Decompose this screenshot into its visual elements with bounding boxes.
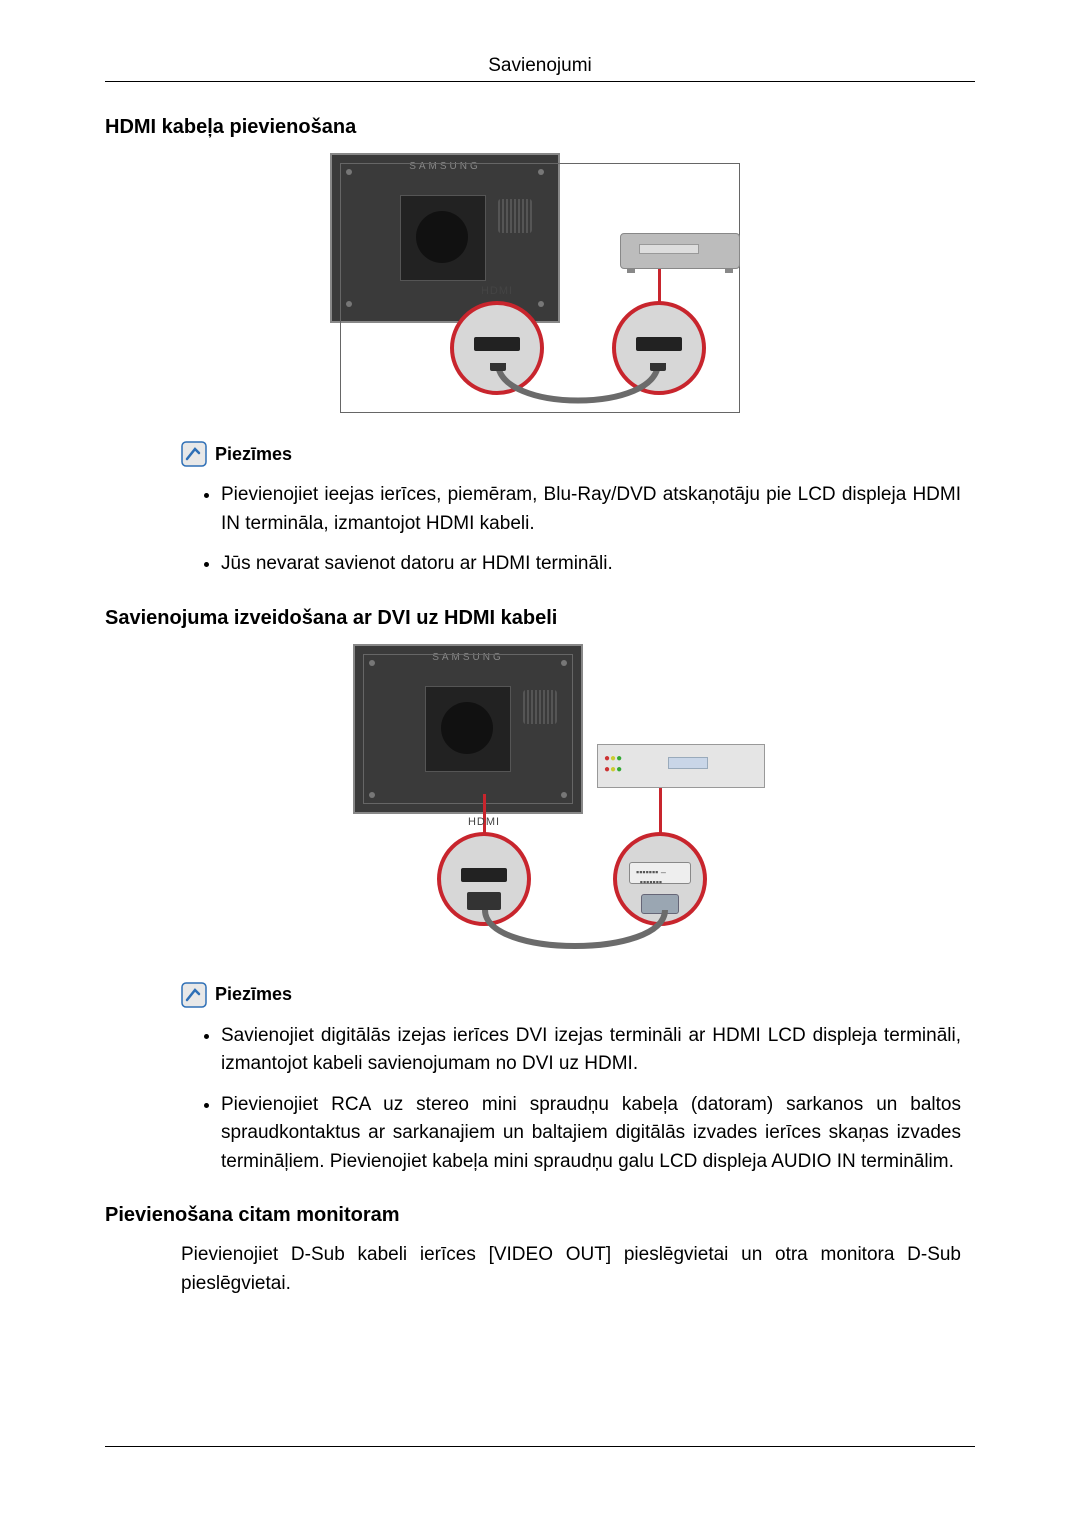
screw-icon: [346, 301, 352, 307]
screw-icon: [538, 169, 544, 175]
dvd-player: [620, 233, 740, 269]
hdmi-plug: [467, 892, 501, 910]
notes-heading: Piezīmes: [181, 982, 975, 1008]
callout-line: [483, 794, 486, 834]
screw-icon: [561, 660, 567, 666]
document-page: Savienojumi HDMI kabeļa pievienošana SAM…: [0, 0, 1080, 1527]
list-item: Pievienojiet RCA uz stereo mini spraudņu…: [221, 1091, 961, 1177]
speaker-grille: [498, 199, 532, 233]
hdmi-cable: [488, 363, 668, 423]
screw-icon: [538, 301, 544, 307]
section2-heading: Savienojuma izveidošana ar DVI uz HDMI k…: [105, 607, 975, 630]
header-rule: [105, 81, 975, 82]
list-item: Savienojiet digitālās izejas ierīces DVI…: [221, 1022, 961, 1079]
section3-paragraph: Pievienojiet D-Sub kabeli ierīces [VIDEO…: [181, 1241, 961, 1298]
note-icon: [181, 982, 207, 1008]
list-item: Pievienojiet ieejas ierīces, piemēram, B…: [221, 481, 961, 538]
figure-dvi-hdmi: SAMSUNG ●●● ●●● HDMI: [105, 644, 975, 964]
figure-hdmi: SAMSUNG HDMI: [105, 153, 975, 423]
notes-heading: Piezīmes: [181, 441, 975, 467]
speaker-grille: [523, 690, 557, 724]
dvi-pins-icon: ▪▪▪▪▪▪▪ –▪▪▪▪▪▪▪: [636, 867, 666, 887]
note-label: Piezīmes: [215, 444, 292, 465]
screw-icon: [369, 660, 375, 666]
hdmi-port-label: HDMI: [437, 816, 531, 828]
hdmi-port: [461, 868, 507, 882]
vesa-circle: [416, 211, 468, 263]
screw-icon: [346, 169, 352, 175]
hdmi-port: [636, 337, 682, 351]
screw-icon: [561, 792, 567, 798]
note-icon: [181, 441, 207, 467]
vesa-circle: [441, 702, 493, 754]
dvd-foot: [725, 268, 733, 273]
dvi-port: ▪▪▪▪▪▪▪ –▪▪▪▪▪▪▪: [629, 862, 691, 884]
section1-bullets: Pievienojiet ieejas ierīces, piemēram, B…: [221, 481, 961, 579]
footer-rule: [105, 1446, 975, 1447]
callout-line: [659, 788, 662, 834]
section2-bullets: Savienojiet digitālās izejas ierīces DVI…: [221, 1022, 961, 1177]
hdmi-port-label: HDMI: [450, 285, 544, 297]
device-slot: [668, 757, 708, 769]
rca-ports-icon: ●●● ●●●: [604, 753, 622, 775]
av-device: ●●● ●●●: [597, 744, 765, 788]
section1-heading: HDMI kabeļa pievienošana: [105, 116, 975, 139]
note-label: Piezīmes: [215, 984, 292, 1005]
page-header: Savienojumi: [105, 55, 975, 77]
dvd-foot: [627, 268, 635, 273]
screw-icon: [369, 792, 375, 798]
list-item: Jūs nevarat savienot datoru ar HDMI term…: [221, 550, 961, 579]
hdmi-port: [474, 337, 520, 351]
section3-heading: Pievienošana citam monitoram: [105, 1204, 975, 1227]
dvi-hdmi-cable: [475, 910, 675, 964]
dvd-tray: [639, 244, 699, 254]
